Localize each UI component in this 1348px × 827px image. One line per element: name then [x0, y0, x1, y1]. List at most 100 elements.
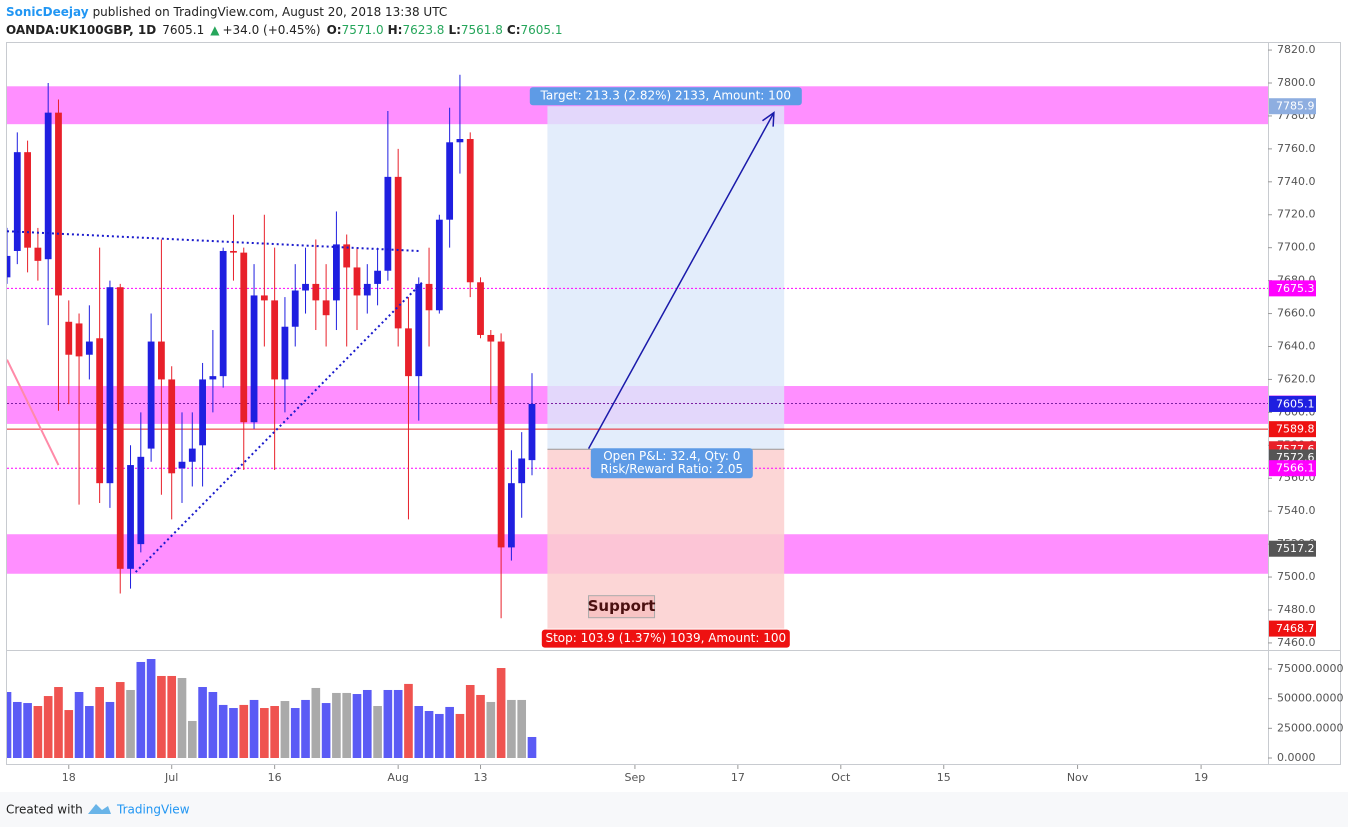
trendline — [134, 279, 425, 573]
l-label: L: — [448, 23, 460, 37]
volume-bar — [476, 694, 485, 758]
volume-bar — [362, 689, 372, 758]
header-line2: OANDA:UK100GBP, 1D 7605.1 ▲ +34.0 (+0.45%) O… — [6, 23, 563, 37]
volume-bar — [393, 689, 403, 758]
price-label: 7675.3 — [1276, 282, 1315, 295]
x-tick-label: 17 — [731, 771, 745, 784]
volume-bar — [208, 692, 218, 758]
volume-bar — [85, 706, 94, 758]
candle-body — [55, 112, 62, 296]
price-label: 7517.2 — [1276, 542, 1315, 555]
vol-tick-label: 50000.0000 — [1277, 692, 1343, 705]
y-tick-label: 7760.0 — [1277, 142, 1316, 155]
published: published on TradingView.com, August 20,… — [93, 5, 448, 19]
footer-bg — [0, 792, 1348, 827]
candle-body — [497, 341, 505, 548]
y-tick-label: 7740.0 — [1277, 175, 1316, 188]
candle-body — [116, 287, 124, 569]
candle-body — [302, 283, 309, 291]
candle-body — [446, 142, 454, 220]
x-tick-label: Jul — [164, 771, 178, 784]
candle-body — [343, 244, 351, 268]
candle-body — [312, 283, 320, 301]
x-tick-label: 15 — [937, 771, 951, 784]
volume-bar — [157, 675, 166, 758]
arrow-shaft — [587, 112, 775, 449]
candle-body — [518, 458, 526, 484]
volume-bar — [290, 708, 300, 758]
price-label: 7566.1 — [1276, 462, 1315, 475]
candle-body — [425, 283, 433, 311]
candle-body — [85, 341, 93, 355]
symbol: OANDA:UK100GBP, 1D — [6, 23, 156, 37]
volume-bar — [7, 692, 12, 758]
vol-tick-label: 0.0000 — [1277, 751, 1316, 764]
candle-body — [137, 456, 145, 545]
volume-bar — [198, 687, 207, 758]
price-label: 7785.9 — [1276, 100, 1315, 113]
volume-bar — [342, 692, 352, 758]
candle-body — [415, 283, 423, 377]
volume-bar — [311, 687, 321, 758]
candle-body — [394, 176, 402, 329]
y-tick-label: 7620.0 — [1277, 372, 1316, 385]
x-tick-label: 18 — [62, 771, 76, 784]
volume-bar — [435, 713, 444, 758]
candle-body — [260, 295, 268, 301]
x-tick-label: 16 — [268, 771, 282, 784]
volume-bar — [301, 699, 310, 758]
frame — [6, 42, 1341, 765]
trendline — [7, 359, 60, 466]
candle-body — [353, 267, 361, 296]
candle-body — [209, 376, 217, 380]
price-label-bg — [1269, 98, 1316, 115]
change: +34.0 (+0.45%) — [222, 23, 320, 37]
volume-bar — [507, 699, 516, 758]
volume-bar — [218, 704, 228, 758]
o-label: O: — [327, 23, 342, 37]
h-value: 7623.8 — [402, 23, 444, 37]
candle-body — [435, 219, 443, 311]
price-pane: Target: 213.3 (2.82%) 2133, Amount: 100 S… — [7, 74, 1268, 648]
vol-tick-label: 75000.0000 — [1277, 662, 1343, 675]
x-tick-label: 13 — [474, 771, 488, 784]
volume-bar — [517, 699, 527, 758]
arrow-head — [762, 111, 775, 127]
candle-body — [477, 282, 484, 335]
pnl-label-bg — [590, 448, 753, 479]
volume-bar — [64, 710, 74, 758]
candle-body — [281, 326, 289, 380]
c-value: 7605.1 — [521, 23, 563, 37]
candle-body — [13, 152, 21, 251]
volume-bar — [249, 699, 259, 758]
candle-body — [199, 379, 206, 446]
y-tick-label: 7500.0 — [1277, 570, 1316, 583]
y-tick-label: 7640.0 — [1277, 339, 1316, 352]
volume-bar — [54, 687, 63, 758]
c-label: C: — [507, 23, 521, 37]
author[interactable]: SonicDeejay — [6, 5, 89, 19]
volume-bar — [12, 701, 22, 758]
support-box — [588, 595, 656, 619]
volume-bar — [167, 675, 177, 758]
x-tick-label: Aug — [387, 771, 408, 784]
loss-area — [547, 449, 785, 629]
volume-bar — [136, 661, 146, 758]
y-tick-label: 7800.0 — [1277, 76, 1316, 89]
candle-body — [363, 283, 371, 296]
candle-body — [158, 341, 165, 380]
x-tick-label: Oct — [831, 771, 851, 784]
target-label: Target: 213.3 (2.82%) 2133, Amount: 100 — [540, 89, 792, 103]
volume-bar — [445, 706, 454, 758]
price-label-bg — [1269, 620, 1316, 637]
rr-label: Risk/Reward Ratio: 2.05 — [600, 462, 743, 476]
candle-body — [178, 461, 186, 469]
y-tick-label: 7820.0 — [1277, 43, 1316, 56]
volume-bar — [270, 706, 279, 758]
footer-brand[interactable]: TradingView — [116, 803, 190, 817]
price-label-bg — [1269, 540, 1316, 557]
volume-bar — [187, 720, 197, 758]
o-value: 7571.0 — [342, 23, 384, 37]
volume-bar — [424, 710, 434, 758]
candle-body — [456, 138, 464, 143]
